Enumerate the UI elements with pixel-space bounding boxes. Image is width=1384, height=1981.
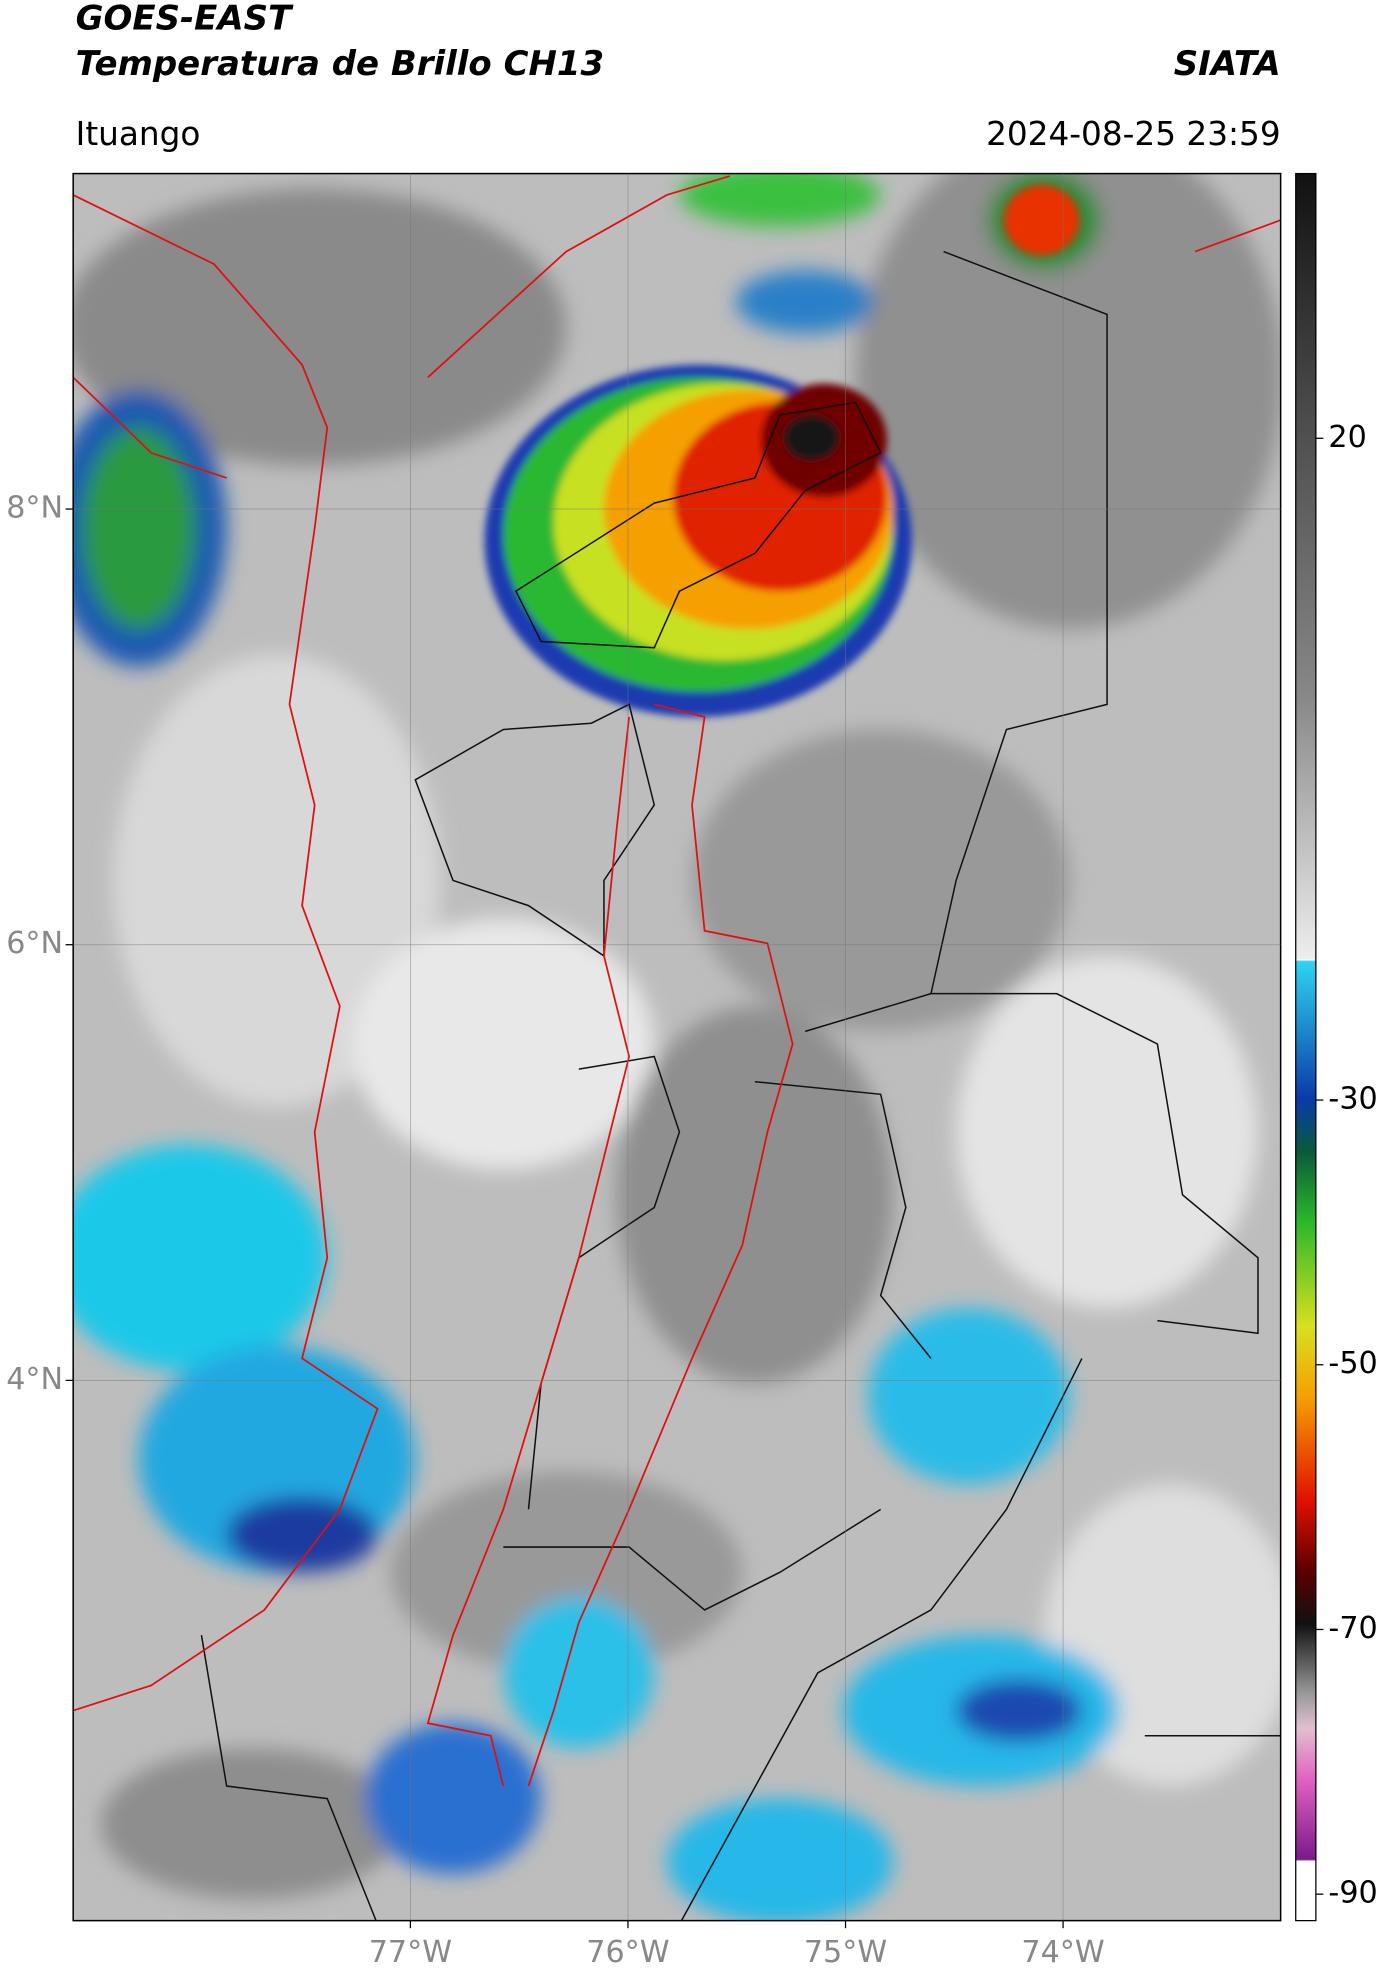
satellite-image: [73, 173, 1281, 1921]
colorbar: [1295, 172, 1317, 1922]
datetime: 2024-08-25 23:59: [986, 115, 1281, 153]
subtitle: Temperatura de Brillo CH13: [76, 44, 604, 84]
y-tick-label: 6°N: [6, 926, 63, 961]
x-tick-label: 74°W: [1021, 1935, 1104, 1970]
location: Ituango: [76, 115, 201, 153]
colorbar-tick-label: -90: [1328, 1876, 1377, 1911]
y-tick-label: 8°N: [6, 491, 63, 526]
source: SIATA: [1174, 44, 1281, 84]
map-frame: [72, 172, 1282, 1922]
colorbar-tick-label: -50: [1328, 1346, 1377, 1381]
colorbar-tick-label: 20: [1328, 420, 1366, 455]
x-tick-label: 75°W: [804, 1935, 887, 1970]
x-tick-label: 77°W: [369, 1935, 452, 1970]
colorbar-tick-label: -70: [1328, 1611, 1377, 1646]
y-tick-label: 4°N: [6, 1362, 63, 1397]
colorbar-tick-label: -30: [1328, 1082, 1377, 1117]
title: GOES-EAST: [76, 0, 294, 39]
x-tick-label: 76°W: [586, 1935, 669, 1970]
